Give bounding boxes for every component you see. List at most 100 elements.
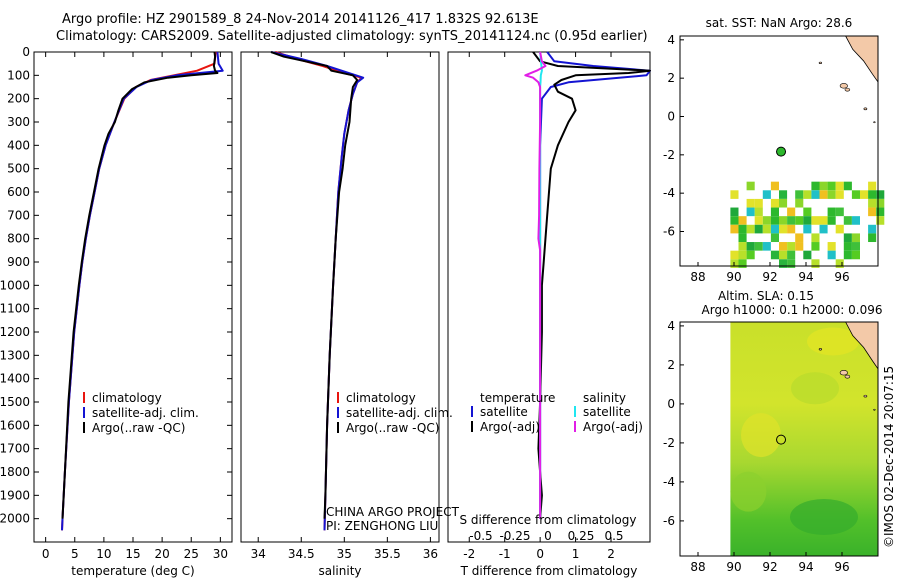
island	[863, 107, 868, 111]
sst-pixel	[746, 224, 755, 234]
sst-pixel	[843, 233, 852, 243]
x-tick-label: 34.5	[288, 547, 315, 561]
y-tick-label: 700	[7, 208, 30, 222]
series-line-climatology	[61, 51, 217, 531]
y-tick-label: 1100	[0, 302, 30, 316]
x-tick-label: 35.5	[374, 547, 401, 561]
x-tick-label: 20	[154, 547, 169, 561]
annotation-pi: PI: ZENGHONG LIU	[326, 519, 438, 533]
sst-pixel	[827, 216, 836, 225]
watermark: ©IMOS 02-Dec-2014 20:07:15	[882, 366, 896, 548]
sst-pixel	[819, 190, 828, 199]
sst-pixel	[738, 242, 747, 251]
sst-pixel	[835, 224, 844, 234]
sst-pixel	[835, 207, 844, 217]
y-tick-label: 2000	[0, 512, 30, 526]
y-tick-label: 200	[7, 92, 30, 106]
sla-blob	[730, 471, 767, 512]
y-tick-label: 300	[7, 115, 30, 129]
sst-pixel	[738, 216, 747, 225]
x-tick-label: 10	[96, 547, 111, 561]
x2-tick-label: 0	[544, 529, 552, 543]
island	[873, 121, 876, 124]
sst-pixel	[843, 181, 852, 191]
sst-pixel	[770, 233, 779, 243]
argo-position-marker	[776, 434, 787, 445]
sst-pixel	[787, 207, 796, 217]
sst-pixel	[811, 181, 820, 191]
sst-pixel	[779, 190, 788, 199]
sst-pixel	[770, 216, 779, 225]
island	[873, 408, 876, 411]
sst-pixel	[827, 242, 836, 251]
plot-frame	[447, 51, 651, 543]
sst-pixel	[803, 216, 812, 225]
x2-tick-label: 0.25	[568, 529, 595, 543]
x2-axis-label: S difference from climatology	[460, 513, 637, 527]
island	[863, 394, 868, 398]
legend-title-temperature: temperature	[480, 391, 555, 405]
y-tick-label: 0	[667, 110, 675, 124]
sst-pixel	[803, 207, 812, 217]
y-tick-label: 1000	[0, 278, 30, 292]
sst-pixel	[835, 190, 844, 199]
sst-pixel	[730, 190, 739, 199]
y-tick-label: 1900	[0, 488, 30, 502]
sst-pixel	[730, 224, 739, 234]
sla-blob	[791, 372, 839, 405]
plot-frame	[240, 51, 440, 543]
x-tick-label: 96	[834, 270, 849, 284]
sst-pixel	[787, 216, 796, 225]
sst-pixel	[795, 198, 804, 208]
sst-pixel	[868, 233, 877, 243]
x-tick-label: 88	[690, 270, 705, 284]
sst-pixel	[779, 198, 788, 208]
sla-blob	[741, 413, 781, 458]
x-axis-label: temperature (deg C)	[71, 564, 194, 578]
y-tick-label: 4	[667, 319, 675, 333]
island	[818, 61, 823, 64]
x-tick-label: -1	[499, 547, 511, 561]
sst-pixel	[730, 207, 739, 217]
sst-pixel	[746, 250, 755, 260]
y-tick-label: 2	[667, 71, 675, 85]
y-tick-label: 1700	[0, 442, 30, 456]
legend-entry: climatology	[346, 391, 416, 405]
sst-pixel	[843, 242, 852, 251]
sst-pixel	[746, 207, 755, 217]
x-axis-label: salinity	[318, 564, 361, 578]
y-tick-label: -2	[663, 436, 675, 450]
sst-pixel	[779, 250, 788, 260]
series-line-salinity-argo-adj-	[524, 51, 547, 519]
island	[844, 87, 851, 92]
x-tick-label: 35	[337, 547, 352, 561]
sst-pixel	[835, 181, 844, 191]
legend-entry: Argo(-adj)	[480, 420, 540, 434]
y-tick-label: -4	[663, 186, 675, 200]
sst-pixel	[762, 190, 771, 199]
sst-pixel	[843, 216, 852, 225]
x2-tick-label: 0.5	[604, 529, 623, 543]
sst-pixel	[868, 207, 877, 217]
sst-pixel	[746, 242, 755, 251]
island	[839, 83, 848, 89]
sst-pixel	[827, 250, 836, 260]
sst-pixel	[730, 216, 739, 225]
sst-pixel	[770, 224, 779, 234]
y-tick-label: 600	[7, 185, 30, 199]
sst-pixel	[827, 190, 836, 199]
sst-pixel	[827, 181, 836, 191]
legend-entry: satellite	[480, 405, 528, 419]
sst-pixel	[738, 233, 747, 243]
y-tick-label: 1300	[0, 348, 30, 362]
island	[818, 348, 823, 351]
sst-pixel	[868, 224, 877, 234]
sst-pixel	[795, 190, 804, 199]
map-frame	[679, 321, 879, 557]
sst-pixel	[754, 198, 763, 208]
x-tick-label: 90	[726, 560, 741, 574]
sst-pixel	[876, 190, 885, 199]
sst-pixel	[795, 233, 804, 243]
sst-pixel	[779, 259, 788, 268]
sst-pixel	[738, 224, 747, 234]
